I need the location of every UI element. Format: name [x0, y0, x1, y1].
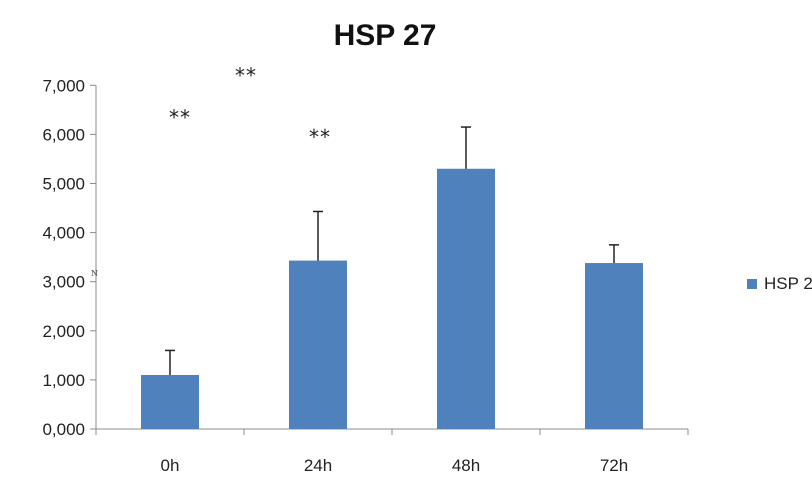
y-tick-label: 0,000 — [42, 420, 85, 439]
significance-label: ** — [169, 105, 191, 129]
bar-48h — [437, 168, 495, 429]
y-axis: 0,000 1,000 2,000 3,000 4,000 5,000 6,000 7,000 — [42, 76, 97, 439]
y-tick-label: 6,000 — [42, 125, 85, 144]
stray-mark: N — [91, 269, 98, 278]
y-tick-label: 7,000 — [42, 76, 85, 95]
error-bars — [165, 126, 619, 375]
bars — [141, 168, 643, 429]
bar-0h — [141, 374, 199, 429]
y-tick-label: 1,000 — [42, 371, 85, 390]
x-tick-label: 72h — [600, 456, 628, 475]
y-tick-label: 3,000 — [42, 273, 85, 292]
y-tick-label: 5,000 — [42, 175, 85, 194]
y-tick-label: 4,000 — [42, 224, 85, 243]
significance-label: ** — [309, 125, 331, 149]
bar-24h — [289, 260, 347, 429]
significance-annotations: ** ** ** — [169, 64, 331, 149]
significance-label: ** — [235, 64, 257, 88]
chart-title: HSP 27 — [334, 19, 437, 52]
x-tick-label: 48h — [452, 456, 480, 475]
x-tick-label: 0h — [161, 456, 180, 475]
x-axis: 0h 24h 48h 72h — [95, 428, 689, 475]
legend-label: HSP 27 — [764, 274, 812, 293]
bar-72h — [585, 263, 643, 429]
legend-swatch — [747, 279, 757, 289]
x-tick-label: 24h — [304, 456, 332, 475]
y-tick-label: 2,000 — [42, 322, 85, 341]
legend: HSP 27 — [747, 274, 812, 293]
